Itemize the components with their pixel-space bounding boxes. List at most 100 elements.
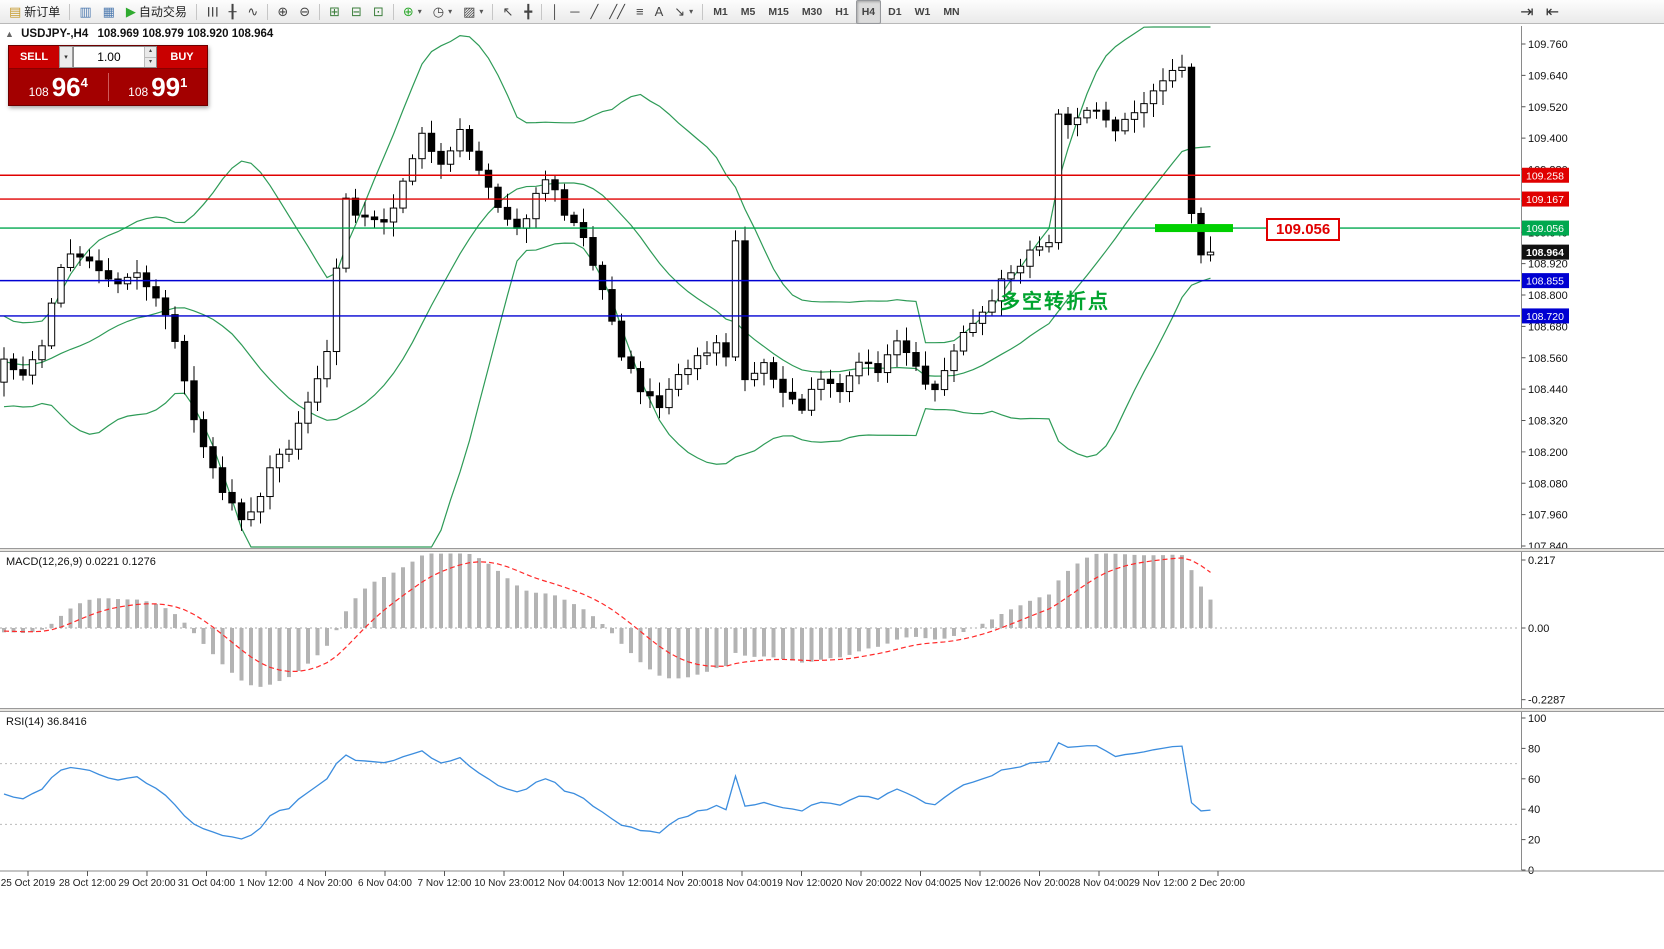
time-axis[interactable]: 25 Oct 2019 28 Oct 12:00 29 Oct 20:00 31 Oc… (0, 870, 1664, 889)
autotrading-button-label: 自动交易 (138, 5, 187, 19)
toolbar-separator (319, 3, 321, 20)
vertical-line-button[interactable]: │ (546, 1, 564, 23)
price-divider (107, 73, 109, 101)
price-label-box (1522, 191, 1569, 207)
svg-text:31 Oct 04:00: 31 Oct 04:00 (178, 878, 236, 889)
tile-windows-button[interactable]: ⊞ (324, 1, 345, 23)
macd-label: MACD(12,26,9) 0.0221 0.1276 (6, 556, 156, 568)
timeframe-d1[interactable]: D1 (888, 5, 902, 18)
trendline-icon: ╱ (590, 3, 599, 19)
zoom-in-button[interactable]: ⊕ (272, 1, 293, 23)
horizontal-line-icon: ─ (570, 3, 580, 19)
volume-input[interactable] (74, 47, 144, 67)
timeframe-mn[interactable]: MN (943, 5, 960, 18)
line-chart-button[interactable]: ∿ (242, 1, 263, 23)
crosshair-button[interactable]: ╋ (519, 1, 537, 23)
toolbar: ▤ 新订单 ▥ ▦ ▶ 自动交易 ☰ ╂ ∿ ⊕ ⊖ ⊞ ⊟ ⊡ ⊕ ▾ ◷ ▾ ▨ ▾ ↖ ╋ │ ─ ╱ ╱╱ ≡ A ↘ ▾ M1 M5… (0, 0, 1664, 24)
chart-shift-icon[interactable]: ⇤ (1545, 3, 1559, 21)
sell-price-prefix: 108 (28, 84, 49, 99)
bar-chart-button[interactable]: ☰ (201, 1, 223, 23)
horizontal-lines[interactable] (0, 174, 1520, 317)
svg-text:28 Oct 12:00: 28 Oct 12:00 (59, 878, 117, 889)
text-button[interactable]: A (650, 1, 669, 23)
profiles-icon[interactable]: ▦ (98, 1, 120, 23)
horizontal-line-button[interactable]: ─ (565, 1, 584, 23)
svg-text:109.400: 109.400 (1528, 133, 1568, 145)
cascade-windows-button[interactable]: ⊟ (346, 1, 367, 23)
toolbar-separator (69, 3, 71, 20)
svg-text:4 Nov 20:00: 4 Nov 20:00 (299, 878, 353, 889)
cursor-icon: ↖ (502, 3, 514, 19)
volume-up-button[interactable]: ▴ (144, 47, 156, 58)
buy-button[interactable]: BUY (157, 46, 207, 68)
buy-price-display[interactable]: 108 99 1 (109, 69, 208, 105)
rsi-value: 36.8416 (46, 716, 87, 728)
rsi-label: RSI(14) 36.8416 (6, 716, 87, 728)
templates-button[interactable]: ▨ ▾ (458, 1, 488, 23)
timeframe-m30[interactable]: M30 (801, 5, 823, 18)
svg-text:20: 20 (1528, 835, 1540, 847)
candlestick-chart-button[interactable]: ╂ (224, 1, 242, 23)
one-click-collapse-icon[interactable]: ▲ (5, 29, 14, 39)
chart-annotation[interactable]: 多空转折点 (1000, 289, 1110, 313)
timeframe-h4[interactable]: H4 (855, 0, 882, 24)
highlight-trend-segment[interactable] (1155, 224, 1233, 233)
arrange-windows-icon: ⊡ (372, 3, 384, 19)
svg-text:19 Nov 12:00: 19 Nov 12:00 (772, 878, 832, 889)
add-indicator-button[interactable]: ⊕ ▾ (398, 1, 427, 23)
zoom-in-icon: ⊕ (277, 3, 289, 19)
channel-button[interactable]: ╱╱ (604, 1, 630, 23)
timeframe-h1[interactable]: H1 (835, 5, 849, 18)
toolbar-separator (195, 3, 197, 20)
new-order-button[interactable]: ▤ 新订单 (4, 1, 65, 23)
arrange-windows-button[interactable]: ⊡ (368, 1, 389, 23)
timeframe-m1[interactable]: M1 (713, 5, 728, 18)
svg-text:0.217: 0.217 (1528, 555, 1556, 567)
cursor-button[interactable]: ↖ (497, 1, 518, 23)
zoom-out-button[interactable]: ⊖ (294, 1, 315, 23)
svg-text:108.920: 108.920 (1528, 259, 1568, 271)
trendline-button[interactable]: ╱ (586, 1, 604, 23)
svg-text:-0.2287: -0.2287 (1528, 695, 1565, 707)
volume-dropdown-button[interactable]: ▾ (59, 46, 73, 68)
autotrading-button[interactable]: ▶ 自动交易 (121, 1, 192, 23)
svg-text:80: 80 (1528, 743, 1540, 755)
panel-separator-macd[interactable] (0, 548, 1664, 552)
rsi-name: RSI(14) (6, 716, 44, 728)
sell-price-display[interactable]: 108 96 4 (9, 69, 108, 105)
timeframe-m5[interactable]: M5 (740, 5, 756, 18)
price-label-box (1522, 244, 1569, 260)
svg-text:40: 40 (1528, 804, 1540, 816)
svg-text:7 Nov 12:00: 7 Nov 12:00 (418, 878, 472, 889)
svg-text:25 Nov 12:00: 25 Nov 12:00 (950, 878, 1010, 889)
symbol-info: ▲ USDJPY-,H4 108.969 108.979 108.920 108… (5, 28, 273, 40)
svg-text:109.167: 109.167 (1526, 194, 1564, 206)
sell-button[interactable]: SELL (9, 46, 59, 68)
volume-down-button[interactable]: ▾ (144, 57, 156, 67)
panel-separator-rsi[interactable] (0, 708, 1664, 712)
timeframe-w1[interactable]: W1 (914, 5, 931, 18)
svg-text:26 Nov 20:00: 26 Nov 20:00 (1010, 878, 1070, 889)
line-chart-icon: ∿ (247, 3, 259, 19)
price-tag-label[interactable]: 109.056 (1266, 218, 1341, 241)
svg-text:109.640: 109.640 (1528, 70, 1568, 82)
auto-scroll-icon[interactable]: ⇥ (1520, 3, 1534, 21)
price-axis[interactable]: 107.840107.960108.080108.200108.320108.4… (1521, 26, 1570, 553)
svg-text:108.560: 108.560 (1528, 353, 1568, 365)
chevron-down-icon[interactable]: ▾ (479, 7, 484, 16)
svg-text:100: 100 (1528, 713, 1546, 725)
chevron-down-icon[interactable]: ▾ (689, 7, 694, 16)
macd-axis[interactable]: 0.217 0.00 -0.2287 (1521, 552, 1566, 708)
arrows-button[interactable]: ↘ ▾ (669, 1, 698, 23)
chart-window-icon[interactable]: ▥ (74, 1, 96, 23)
chevron-down-icon[interactable]: ▾ (417, 7, 422, 16)
svg-text:25 Oct 2019: 25 Oct 2019 (1, 878, 56, 889)
chevron-down-icon[interactable]: ▾ (448, 7, 453, 16)
fibonacci-button[interactable]: ≡ (631, 1, 649, 23)
timeframe-m15[interactable]: M15 (768, 5, 789, 18)
periods-button[interactable]: ◷ ▾ (428, 1, 457, 23)
templates-icon: ▨ (463, 3, 476, 19)
